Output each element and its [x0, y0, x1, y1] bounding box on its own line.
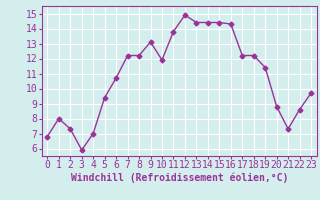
- X-axis label: Windchill (Refroidissement éolien,°C): Windchill (Refroidissement éolien,°C): [70, 173, 288, 183]
